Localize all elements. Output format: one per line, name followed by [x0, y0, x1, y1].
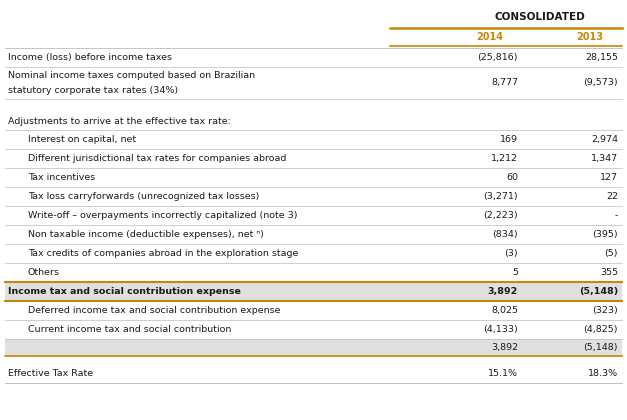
Text: (2,223): (2,223): [483, 211, 518, 220]
Text: 18.3%: 18.3%: [588, 369, 618, 378]
Text: (395): (395): [593, 230, 618, 239]
Text: (5): (5): [604, 249, 618, 258]
Text: 1,212: 1,212: [491, 154, 518, 163]
Text: Non taxable income (deductible expenses), net ⁿ): Non taxable income (deductible expenses)…: [28, 230, 264, 239]
Text: Others: Others: [28, 268, 60, 277]
Text: 28,155: 28,155: [585, 53, 618, 62]
Text: (5,148): (5,148): [579, 287, 618, 296]
Text: 5: 5: [512, 268, 518, 277]
Text: statutory corporate tax rates (34%): statutory corporate tax rates (34%): [8, 86, 178, 94]
Text: 2014: 2014: [477, 32, 503, 42]
Text: (4,825): (4,825): [584, 325, 618, 334]
Text: (3): (3): [504, 249, 518, 258]
Text: Nominal income taxes computed based on Brazilian: Nominal income taxes computed based on B…: [8, 71, 255, 81]
Text: Tax credits of companies abroad in the exploration stage: Tax credits of companies abroad in the e…: [28, 249, 298, 258]
Text: (5,148): (5,148): [584, 343, 618, 352]
Text: Different jurisdictional tax rates for companies abroad: Different jurisdictional tax rates for c…: [28, 154, 287, 163]
Text: Deferred income tax and social contribution expense: Deferred income tax and social contribut…: [28, 306, 280, 315]
Text: Tax loss carryforwards (unrecognized tax losses): Tax loss carryforwards (unrecognized tax…: [28, 192, 260, 201]
Text: 3,892: 3,892: [488, 287, 518, 296]
Text: 8,025: 8,025: [491, 306, 518, 315]
Text: 1,347: 1,347: [591, 154, 618, 163]
Text: Interest on capital, net: Interest on capital, net: [28, 135, 136, 144]
Text: Effective Tax Rate: Effective Tax Rate: [8, 369, 93, 378]
Text: Current income tax and social contribution: Current income tax and social contributi…: [28, 325, 231, 334]
Text: (25,816): (25,816): [478, 53, 518, 62]
Text: 22: 22: [606, 192, 618, 201]
Text: Income tax and social contribution expense: Income tax and social contribution expen…: [8, 287, 241, 296]
Text: 127: 127: [600, 173, 618, 182]
Text: -: -: [614, 211, 618, 220]
Text: CONSOLIDATED: CONSOLIDATED: [495, 12, 586, 22]
Text: 8,777: 8,777: [491, 79, 518, 87]
Text: Adjustments to arrive at the effective tax rate:: Adjustments to arrive at the effective t…: [8, 117, 231, 126]
Text: Tax incentives: Tax incentives: [28, 173, 95, 182]
Text: Income (loss) before income taxes: Income (loss) before income taxes: [8, 53, 172, 62]
Text: 169: 169: [500, 135, 518, 144]
Text: 2013: 2013: [576, 32, 604, 42]
Text: (834): (834): [492, 230, 518, 239]
Text: 15.1%: 15.1%: [488, 369, 518, 378]
Text: 355: 355: [600, 268, 618, 277]
Text: (9,573): (9,573): [583, 79, 618, 87]
Bar: [5, 339, 622, 356]
Text: Write-off – overpayments incorrectly capitalized (note 3): Write-off – overpayments incorrectly cap…: [28, 211, 297, 220]
Text: (323): (323): [593, 306, 618, 315]
Text: 3,892: 3,892: [491, 343, 518, 352]
Bar: [5, 282, 622, 301]
Text: 2,974: 2,974: [591, 135, 618, 144]
Text: 60: 60: [506, 173, 518, 182]
Text: (3,271): (3,271): [483, 192, 518, 201]
Text: (4,133): (4,133): [483, 325, 518, 334]
